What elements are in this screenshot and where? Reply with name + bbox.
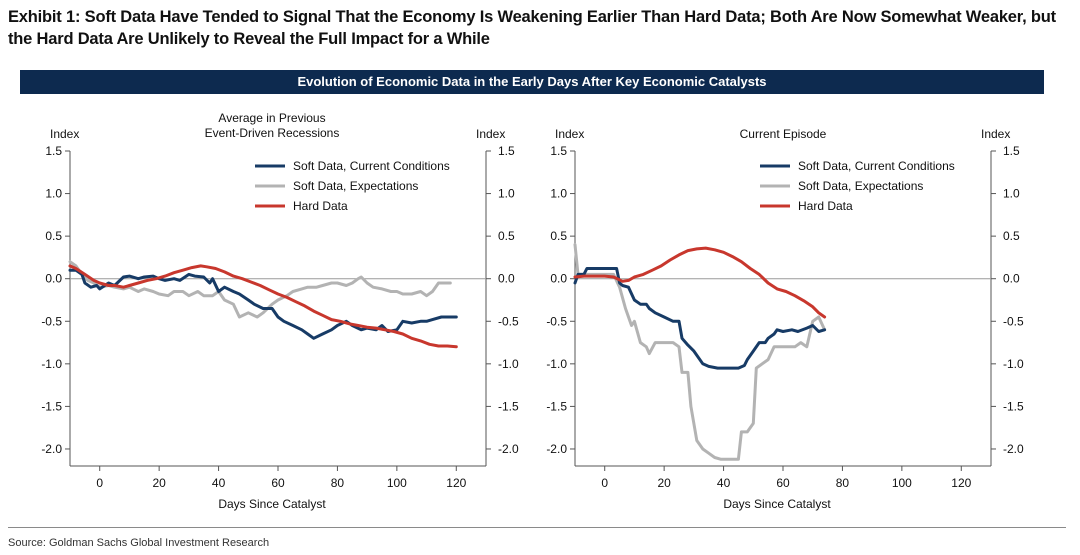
- y-tick-label-right: 1.0: [498, 187, 515, 201]
- y-tick-label-left: 0.0: [550, 272, 567, 286]
- y-tick-label-left: -1.0: [546, 357, 567, 371]
- chart-title-line: Average in Previous: [218, 111, 325, 125]
- x-tick-label: 100: [892, 476, 912, 490]
- x-tick-label: 0: [96, 476, 103, 490]
- y-tick-label-right: -0.5: [498, 314, 519, 328]
- y-tick-label-left: 0.5: [550, 229, 567, 243]
- series-line-1: [573, 267, 827, 370]
- y-tick-label-right: 1.0: [1003, 187, 1020, 201]
- x-tick-label: 0: [601, 476, 608, 490]
- series-line-3: [573, 246, 827, 319]
- chart-title-line: Current Episode: [740, 127, 827, 141]
- series-line-1: [68, 268, 458, 340]
- y-tick-label-left: 1.0: [550, 187, 567, 201]
- chart-title-line: Event-Driven Recessions: [205, 126, 340, 140]
- y-tick-label-left: 1.5: [550, 144, 567, 158]
- x-tick-label: 60: [271, 476, 285, 490]
- y-tick-label-right: -1.0: [498, 357, 519, 371]
- source-divider: [8, 527, 1066, 528]
- y-tick-label-right: -0.5: [1003, 314, 1024, 328]
- y-tick-label-left: -0.5: [41, 314, 62, 328]
- legend-label-1: Soft Data, Current Conditions: [798, 159, 955, 173]
- x-tick-label: 80: [331, 476, 345, 490]
- y-tick-label-right: 0.5: [498, 229, 515, 243]
- chart-panel-1: 1.5 1.5 1.0 1.0 0.5 0.5 0.0 0.0 -0.5 -0.5 -1.0 -1.0…: [41, 111, 519, 511]
- charts-canvas: 1.5 1.5 1.0 1.0 0.5 0.5 0.0 0.0 -0.5 -0.5 -1.0 -1.0…: [41, 111, 1024, 511]
- x-tick-label: 40: [717, 476, 731, 490]
- y-tick-label-left: -1.5: [546, 399, 567, 413]
- x-tick-label: 20: [152, 476, 166, 490]
- x-tick-label: 40: [212, 476, 226, 490]
- y-tick-label-left: 0.0: [45, 272, 62, 286]
- y-tick-label-right: 1.5: [498, 144, 515, 158]
- exhibit-title: Exhibit 1: Soft Data Have Tended to Sign…: [8, 8, 1056, 48]
- y-tick-label-right: -1.0: [1003, 357, 1024, 371]
- y-tick-label-right: 0.0: [498, 272, 515, 286]
- y-tick-label-left: 1.5: [45, 144, 62, 158]
- x-tick-label: 120: [951, 476, 971, 490]
- legend-label-3: Hard Data: [798, 199, 853, 213]
- y-tick-label-right: 0.0: [1003, 272, 1020, 286]
- x-tick-label: 80: [836, 476, 850, 490]
- source-note: Source: Goldman Sachs Global Investment …: [8, 537, 270, 549]
- x-tick-label: 20: [657, 476, 671, 490]
- x-tick-label: 120: [446, 476, 466, 490]
- y-axis-label-right: Index: [981, 127, 1010, 141]
- y-tick-label-right: 0.5: [1003, 229, 1020, 243]
- series-line-3: [68, 264, 458, 349]
- y-tick-label-left: 1.0: [45, 187, 62, 201]
- x-axis-label: Days Since Catalyst: [218, 497, 326, 511]
- y-axis-label-left: Index: [50, 127, 79, 141]
- x-tick-label: 60: [776, 476, 790, 490]
- legend-label-1: Soft Data, Current Conditions: [293, 159, 450, 173]
- y-tick-label-right: -2.0: [498, 442, 519, 456]
- series-line-2: [68, 260, 452, 319]
- x-tick-label: 100: [387, 476, 407, 490]
- y-tick-label-left: -0.5: [546, 314, 567, 328]
- y-tick-label-left: -1.5: [41, 399, 62, 413]
- y-tick-label-right: -2.0: [1003, 442, 1024, 456]
- legend-label-2: Soft Data, Expectations: [293, 179, 418, 193]
- legend-label-2: Soft Data, Expectations: [798, 179, 923, 193]
- series-line-2: [573, 243, 827, 461]
- y-tick-label-left: 0.5: [45, 229, 62, 243]
- y-axis-label-left: Index: [555, 127, 584, 141]
- y-tick-label-right: 1.5: [1003, 144, 1020, 158]
- y-tick-label-right: -1.5: [1003, 399, 1024, 413]
- y-tick-label-left: -1.0: [41, 357, 62, 371]
- chart-panel-2: 1.5 1.5 1.0 1.0 0.5 0.5 0.0 0.0 -0.5 -0.5 -1.0 -1.0…: [546, 127, 1024, 511]
- y-tick-label-right: -1.5: [498, 399, 519, 413]
- x-axis-label: Days Since Catalyst: [723, 497, 831, 511]
- chart-banner: Evolution of Economic Data in the Early …: [20, 70, 1044, 94]
- legend-label-3: Hard Data: [293, 199, 348, 213]
- y-tick-label-left: -2.0: [546, 442, 567, 456]
- y-tick-label-left: -2.0: [41, 442, 62, 456]
- y-axis-label-right: Index: [476, 127, 505, 141]
